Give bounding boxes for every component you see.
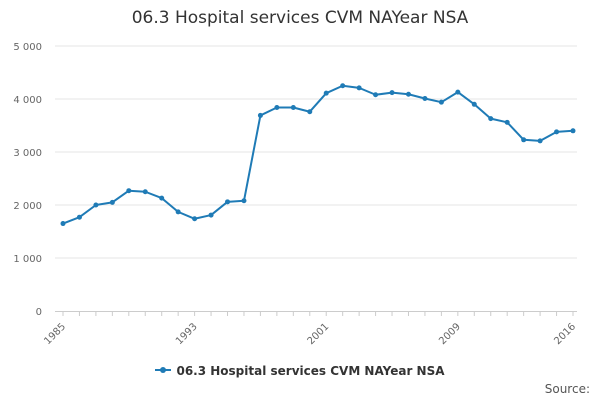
data-point[interactable]	[554, 129, 560, 135]
legend-label: 06.3 Hospital services CVM NAYear NSA	[176, 364, 445, 378]
x-tick-label: 1985	[42, 321, 68, 347]
data-point[interactable]	[307, 109, 313, 115]
legend[interactable]: 06.3 Hospital services CVM NAYear NSA	[0, 364, 600, 378]
data-point[interactable]	[290, 104, 296, 110]
data-point[interactable]	[142, 189, 148, 195]
y-tick-label: 3 000	[13, 148, 42, 159]
data-point[interactable]	[323, 90, 329, 96]
y-tick-label: 1 000	[13, 254, 42, 265]
gridlines	[55, 45, 577, 259]
data-point[interactable]	[422, 95, 428, 101]
data-point[interactable]	[570, 128, 576, 134]
data-point[interactable]	[60, 221, 66, 227]
data-point[interactable]	[504, 119, 510, 125]
x-tick-label: 1993	[174, 321, 200, 347]
data-point[interactable]	[126, 188, 132, 194]
chart-title: 06.3 Hospital services CVM NAYear NSA	[131, 8, 469, 28]
data-point[interactable]	[488, 116, 494, 122]
x-tick-label: 2016	[552, 321, 578, 347]
data-point[interactable]	[340, 83, 346, 89]
data-point[interactable]	[257, 112, 263, 118]
data-point[interactable]	[356, 85, 362, 91]
x-tick-label: 2001	[306, 321, 332, 347]
data-point[interactable]	[438, 99, 444, 105]
data-point[interactable]	[159, 195, 165, 201]
data-point[interactable]	[93, 202, 99, 208]
x-axis: 1985 1993 2001 2009 2016	[42, 311, 578, 347]
y-tick-label: 2 000	[13, 201, 42, 212]
y-axis-ticks: 0 1 000 2 000 3 000 4 000 5 000	[13, 42, 42, 318]
x-tick-label: 2009	[437, 321, 463, 347]
data-point[interactable]	[208, 212, 214, 218]
series-layer	[60, 83, 576, 227]
data-point[interactable]	[225, 199, 231, 205]
source-label: Source:	[544, 382, 590, 396]
data-point[interactable]	[537, 138, 543, 144]
data-point[interactable]	[274, 104, 280, 110]
data-point[interactable]	[76, 214, 82, 220]
legend-swatch-icon	[155, 366, 172, 373]
data-point[interactable]	[373, 92, 379, 98]
data-point[interactable]	[405, 91, 411, 97]
series-line	[62, 84, 574, 225]
data-point[interactable]	[471, 101, 477, 107]
y-tick-label: 0	[36, 307, 42, 318]
data-point[interactable]	[175, 209, 181, 215]
data-point[interactable]	[241, 198, 247, 204]
data-point[interactable]	[455, 89, 461, 95]
data-point[interactable]	[389, 90, 395, 96]
y-tick-label: 4 000	[13, 95, 42, 106]
data-point[interactable]	[109, 199, 115, 205]
data-point[interactable]	[192, 216, 198, 222]
y-tick-label: 5 000	[13, 42, 42, 53]
data-point[interactable]	[521, 137, 527, 143]
